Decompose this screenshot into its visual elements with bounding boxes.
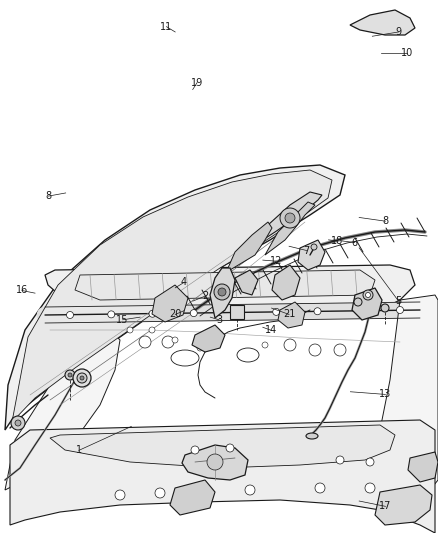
Circle shape — [381, 304, 389, 312]
Circle shape — [149, 327, 155, 333]
Polygon shape — [255, 192, 322, 245]
Circle shape — [190, 310, 197, 317]
Polygon shape — [45, 265, 415, 310]
Text: 9: 9 — [396, 27, 402, 37]
Ellipse shape — [237, 348, 259, 362]
Ellipse shape — [363, 304, 377, 312]
Text: 11: 11 — [160, 22, 173, 31]
Text: 16: 16 — [16, 286, 28, 295]
Circle shape — [355, 307, 362, 314]
Polygon shape — [278, 302, 305, 328]
Text: 19: 19 — [191, 78, 203, 87]
Ellipse shape — [171, 350, 199, 366]
Text: 17: 17 — [379, 502, 392, 511]
Circle shape — [365, 293, 371, 297]
Bar — [230, 305, 244, 319]
Circle shape — [363, 290, 373, 300]
Circle shape — [311, 244, 317, 250]
Circle shape — [207, 454, 223, 470]
Text: 1: 1 — [76, 446, 82, 455]
Text: 4: 4 — [181, 278, 187, 287]
Text: 7: 7 — [304, 246, 310, 255]
Circle shape — [162, 336, 174, 348]
Circle shape — [284, 339, 296, 351]
Circle shape — [197, 345, 203, 351]
Circle shape — [285, 213, 295, 223]
Polygon shape — [408, 452, 438, 482]
Circle shape — [232, 309, 239, 316]
Polygon shape — [350, 10, 415, 35]
Circle shape — [245, 485, 255, 495]
Polygon shape — [12, 170, 332, 422]
Circle shape — [366, 458, 374, 466]
Circle shape — [354, 298, 362, 306]
Polygon shape — [210, 268, 235, 318]
Polygon shape — [10, 420, 435, 533]
Circle shape — [108, 311, 115, 318]
Text: 15: 15 — [117, 315, 129, 325]
Circle shape — [280, 208, 300, 228]
Circle shape — [80, 376, 84, 380]
Text: 20: 20 — [169, 310, 181, 319]
Circle shape — [68, 373, 72, 377]
Text: 12: 12 — [270, 256, 282, 266]
Polygon shape — [182, 445, 248, 480]
Text: 6: 6 — [352, 238, 358, 247]
Text: 2: 2 — [203, 291, 209, 301]
Polygon shape — [192, 325, 225, 352]
Circle shape — [226, 444, 234, 452]
Circle shape — [139, 336, 151, 348]
Circle shape — [127, 327, 133, 333]
Ellipse shape — [306, 433, 318, 439]
Circle shape — [334, 344, 346, 356]
Circle shape — [315, 483, 325, 493]
Polygon shape — [380, 295, 438, 490]
Circle shape — [155, 488, 165, 498]
Circle shape — [11, 416, 25, 430]
Text: 13: 13 — [379, 390, 392, 399]
Polygon shape — [5, 330, 120, 490]
Circle shape — [214, 284, 230, 300]
Circle shape — [273, 309, 280, 316]
Circle shape — [15, 420, 21, 426]
Circle shape — [65, 370, 75, 380]
Text: 5: 5 — [396, 296, 402, 306]
Circle shape — [336, 456, 344, 464]
Circle shape — [149, 310, 156, 317]
Text: 3: 3 — [216, 315, 222, 325]
Polygon shape — [170, 480, 215, 515]
Polygon shape — [50, 425, 395, 468]
Circle shape — [172, 337, 178, 343]
Circle shape — [218, 288, 226, 296]
Polygon shape — [298, 240, 325, 270]
Text: 10: 10 — [401, 49, 413, 58]
Circle shape — [191, 446, 199, 454]
Circle shape — [314, 308, 321, 315]
Text: 8: 8 — [45, 191, 51, 201]
Circle shape — [115, 490, 125, 500]
Circle shape — [77, 373, 87, 383]
Text: 21: 21 — [283, 310, 295, 319]
Polygon shape — [375, 485, 432, 525]
Circle shape — [262, 342, 268, 348]
Text: 18: 18 — [331, 236, 343, 246]
Polygon shape — [5, 165, 345, 430]
Polygon shape — [265, 202, 315, 255]
Polygon shape — [272, 265, 300, 300]
Polygon shape — [152, 285, 188, 322]
Circle shape — [67, 311, 74, 319]
Circle shape — [73, 369, 91, 387]
Circle shape — [365, 483, 375, 493]
Polygon shape — [228, 222, 272, 270]
Polygon shape — [75, 270, 375, 300]
Polygon shape — [235, 270, 258, 295]
Circle shape — [309, 344, 321, 356]
Circle shape — [396, 306, 403, 313]
Text: 14: 14 — [265, 326, 278, 335]
Text: 8: 8 — [382, 216, 389, 226]
Polygon shape — [352, 288, 382, 320]
